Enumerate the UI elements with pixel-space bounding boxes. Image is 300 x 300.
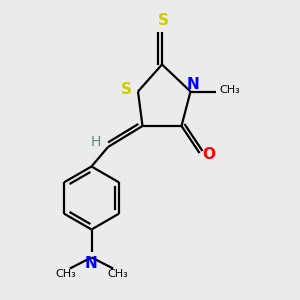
Text: H: H <box>90 135 100 148</box>
Text: CH₃: CH₃ <box>55 269 76 279</box>
Text: N: N <box>187 77 199 92</box>
Text: S: S <box>158 13 169 28</box>
Text: CH₃: CH₃ <box>219 85 240 95</box>
Text: S: S <box>121 82 132 97</box>
Text: O: O <box>202 147 215 162</box>
Text: N: N <box>85 256 98 271</box>
Text: CH₃: CH₃ <box>107 269 128 279</box>
